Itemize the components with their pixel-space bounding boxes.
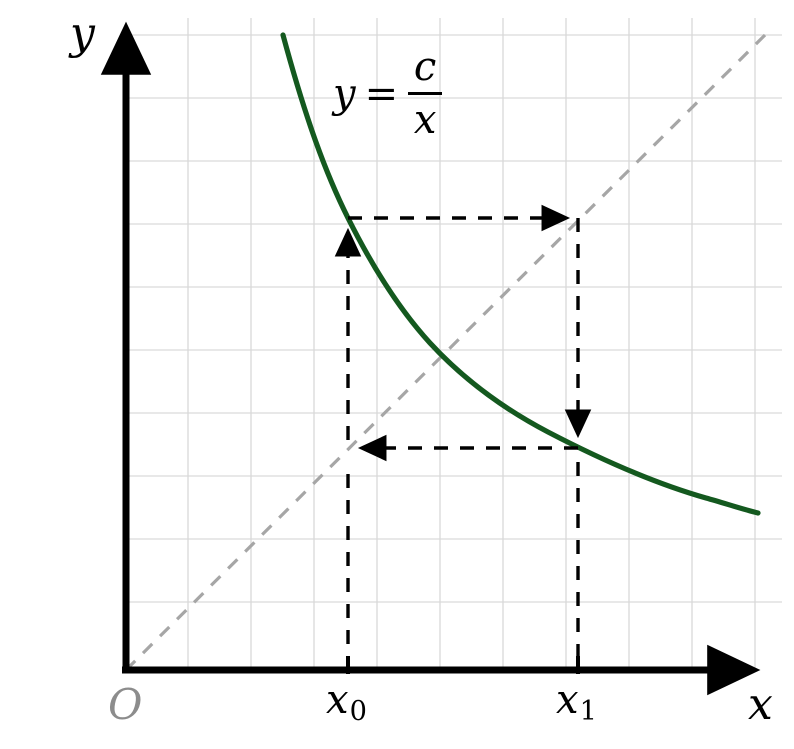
reciprocal-curve: [280, 32, 761, 516]
cobweb-annotations: [334, 204, 592, 670]
equation-operator: =: [364, 70, 399, 117]
x1-subscript: 1: [579, 696, 597, 728]
y-axis-label: y: [70, 8, 95, 59]
equation-numerator: c: [413, 44, 437, 90]
x-axis-label: x: [748, 679, 773, 730]
equation-denominator: x: [413, 97, 437, 143]
grid-lines: [126, 18, 782, 670]
fraction-bar: [408, 92, 443, 95]
equation-fraction: c x: [408, 44, 443, 143]
x1-base: x: [556, 677, 579, 723]
x0-subscript: 0: [349, 696, 367, 728]
x0-base: x: [326, 677, 349, 723]
equation-label: y = c x: [333, 44, 443, 143]
origin-label: O: [108, 680, 143, 729]
x-tick-label-x1: x1: [556, 680, 597, 725]
identity-diagonal-line: [124, 33, 767, 672]
equation-lhs: y: [333, 70, 356, 117]
x-tick-label-x0: x0: [326, 680, 367, 725]
